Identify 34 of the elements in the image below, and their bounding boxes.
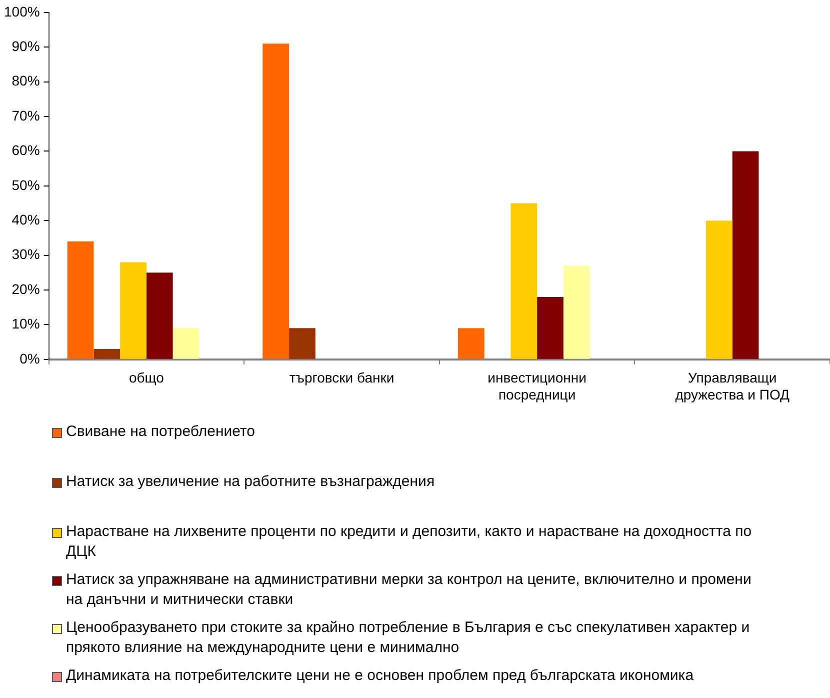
legend-label: Ценообразуването при стоките за крайно потребление в България е със спекулативен характер и прякото влияние на международните цени е минимално (66, 618, 751, 658)
y-tick-label: 70% (12, 107, 40, 124)
legend-label: Натиск за упражняване на административни мерки за контрол на цените, включително и промени на данъчни и митнически ставки (66, 570, 752, 610)
bar (67, 241, 94, 359)
bar (458, 328, 484, 359)
y-tick-label: 20% (12, 280, 40, 297)
y-tick-label: 100% (4, 3, 40, 20)
legend-label: Нарастване на лихвените проценти по кредити и депозити, както и нарастване на доходността по ДЦК (66, 522, 753, 562)
y-tick-label: 30% (12, 246, 40, 262)
y-tick-label: 10% (12, 316, 40, 332)
legend-label: Натиск за увеличение на работните възнаграждения (66, 472, 435, 492)
y-tick-label: 40% (12, 211, 40, 228)
x-tick-label: общо (128, 370, 164, 386)
y-tick-label: 90% (12, 38, 40, 54)
x-tick-label: търговски банки (289, 370, 394, 386)
bar (146, 272, 173, 359)
y-tick-label: 0% (20, 350, 40, 366)
legend-label: Свиване на потреблението (66, 422, 255, 442)
y-tick-label: 60% (12, 142, 40, 158)
bar (94, 348, 120, 359)
y-tick-label: 80% (12, 72, 40, 89)
bar (262, 44, 290, 359)
bar (120, 262, 146, 359)
bar (537, 296, 564, 359)
bar (563, 266, 590, 359)
bar (732, 151, 759, 359)
y-tick-label: 50% (12, 176, 40, 193)
legend-label: Динамиката на потребителските цени не е основен проблем пред българската икономика (66, 666, 694, 686)
bar (706, 220, 732, 359)
x-tick-label: инвестиционни посредници (488, 370, 586, 402)
bar (510, 203, 538, 359)
x-tick-label: Управляващи дружества и ПОД (675, 370, 790, 402)
bar (172, 328, 200, 359)
bar (289, 328, 316, 359)
